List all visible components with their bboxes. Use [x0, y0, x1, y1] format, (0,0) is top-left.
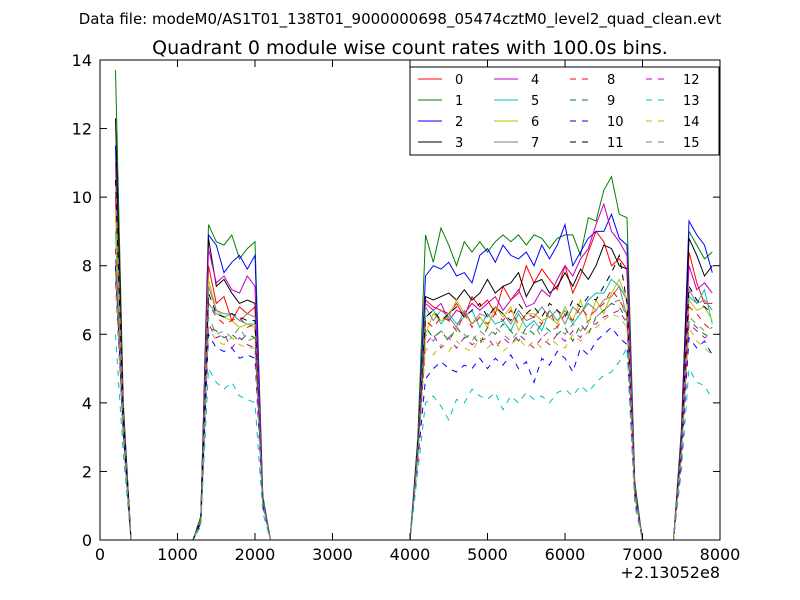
series-10-line — [115, 265, 713, 541]
x-tick-label: 0 — [95, 545, 105, 564]
legend-label-13: 13 — [683, 94, 700, 109]
legend-label-12: 12 — [683, 73, 700, 88]
y-tick-label: 8 — [82, 257, 92, 276]
x-tick-label: 7000 — [622, 545, 663, 564]
ticks-layer: 0 1000 2000 3000 4000 5000 6000 7000 80000246810… — [72, 51, 741, 564]
y-tick-label: 10 — [72, 188, 92, 207]
legend-label-15: 15 — [683, 136, 700, 151]
x-tick-label: 8000 — [700, 545, 741, 564]
legend-label-1: 1 — [455, 94, 463, 109]
chart-suptitle: Data file: modeM0/AS1T01_138T01_90000006… — [79, 10, 722, 29]
legend-label-3: 3 — [455, 136, 463, 151]
x-tick-label: 4000 — [390, 545, 431, 564]
legend-label-4: 4 — [531, 73, 539, 88]
legend-label-0: 0 — [455, 73, 463, 88]
chart-title: Quadrant 0 module wise count rates with … — [152, 37, 668, 59]
y-tick-label: 2 — [82, 462, 92, 481]
legend-label-7: 7 — [531, 136, 539, 151]
y-tick-label: 4 — [82, 394, 92, 413]
series-13-line — [115, 334, 713, 541]
series-layer — [115, 70, 713, 541]
y-tick-label: 12 — [72, 120, 92, 139]
y-tick-label: 14 — [72, 51, 92, 70]
x-tick-label: 5000 — [467, 545, 508, 564]
x-tick-label: 1000 — [157, 545, 198, 564]
x-tick-label: 6000 — [545, 545, 586, 564]
legend-label-10: 10 — [607, 115, 624, 130]
x-tick-label: 2000 — [235, 545, 276, 564]
series-14-line — [115, 272, 713, 541]
legend-frame — [409, 66, 720, 156]
x-offset-label: +2.13052e8 — [620, 563, 720, 582]
y-tick-label: 6 — [82, 325, 92, 344]
legend-label-14: 14 — [683, 115, 700, 130]
legend-label-11: 11 — [607, 136, 624, 151]
legend-label-6: 6 — [531, 115, 539, 130]
y-tick-label: 0 — [82, 531, 92, 550]
legend-label-2: 2 — [455, 115, 463, 130]
legend-label-8: 8 — [607, 73, 615, 88]
x-tick-label: 3000 — [312, 545, 353, 564]
legend-label-9: 9 — [607, 94, 615, 109]
plot-area: 0 1000 2000 3000 4000 5000 6000 7000 80000246810… — [72, 51, 741, 564]
legend-label-5: 5 — [531, 94, 539, 109]
